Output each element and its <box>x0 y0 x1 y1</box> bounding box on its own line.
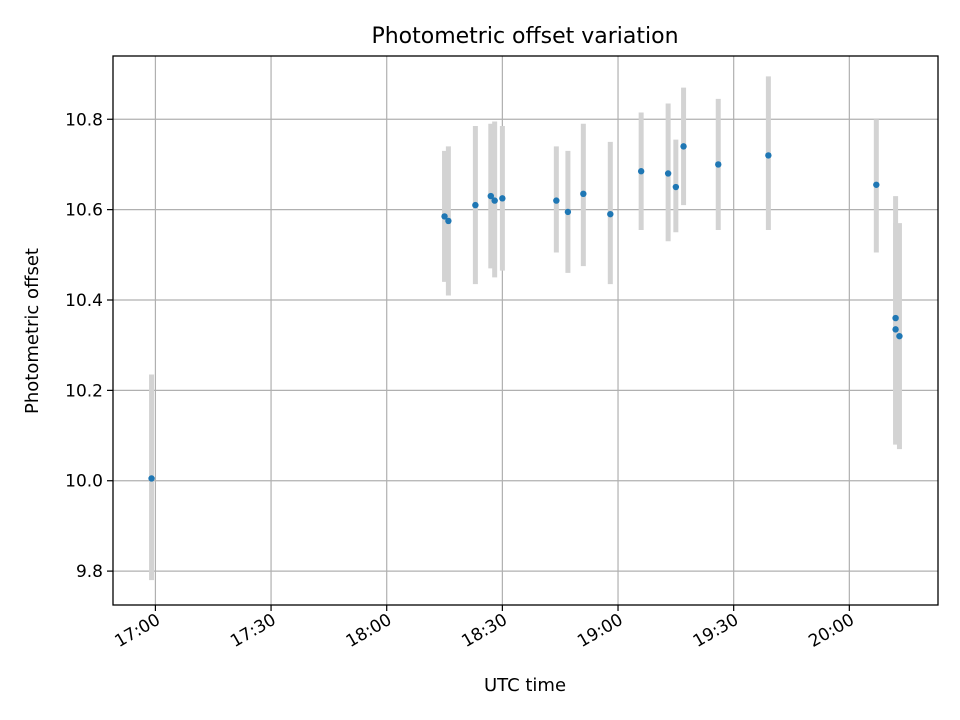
data-point <box>580 190 587 198</box>
y-tick-label: 10.0 <box>65 472 103 492</box>
y-tick-label: 10.2 <box>65 381 103 401</box>
chart-title: Photometric offset variation <box>371 24 678 49</box>
data-point <box>491 197 498 204</box>
plot-frame <box>112 55 939 606</box>
data-point <box>680 143 687 150</box>
data-point <box>892 326 899 333</box>
data-point <box>873 181 880 188</box>
data-point <box>672 183 680 191</box>
data-point <box>664 170 672 177</box>
data-point <box>499 195 506 202</box>
data-point <box>441 213 448 220</box>
data-point <box>487 192 495 200</box>
data-point <box>564 208 572 216</box>
x-axis-label: UTC time <box>484 675 566 696</box>
data-point <box>715 161 722 168</box>
y-tick-label: 10.8 <box>65 110 103 130</box>
data-point <box>896 332 903 340</box>
data-point <box>607 210 614 218</box>
data-point <box>637 168 645 175</box>
markers <box>148 143 903 482</box>
y-tick-label: 10.6 <box>65 201 103 221</box>
y-tick-label: 10.4 <box>65 291 103 311</box>
data-point <box>472 201 479 209</box>
data-point <box>892 314 899 322</box>
y-axis-label: Photometric offset <box>22 248 43 414</box>
data-point <box>553 197 560 204</box>
data-point <box>765 152 772 159</box>
y-tick-label: 9.8 <box>76 562 103 582</box>
y-axis-ticks: 9.8 10.0 10.2 10.4 10.6 10.8 <box>65 110 113 582</box>
data-point <box>445 217 452 225</box>
grid <box>113 56 938 605</box>
data-point <box>148 475 155 482</box>
